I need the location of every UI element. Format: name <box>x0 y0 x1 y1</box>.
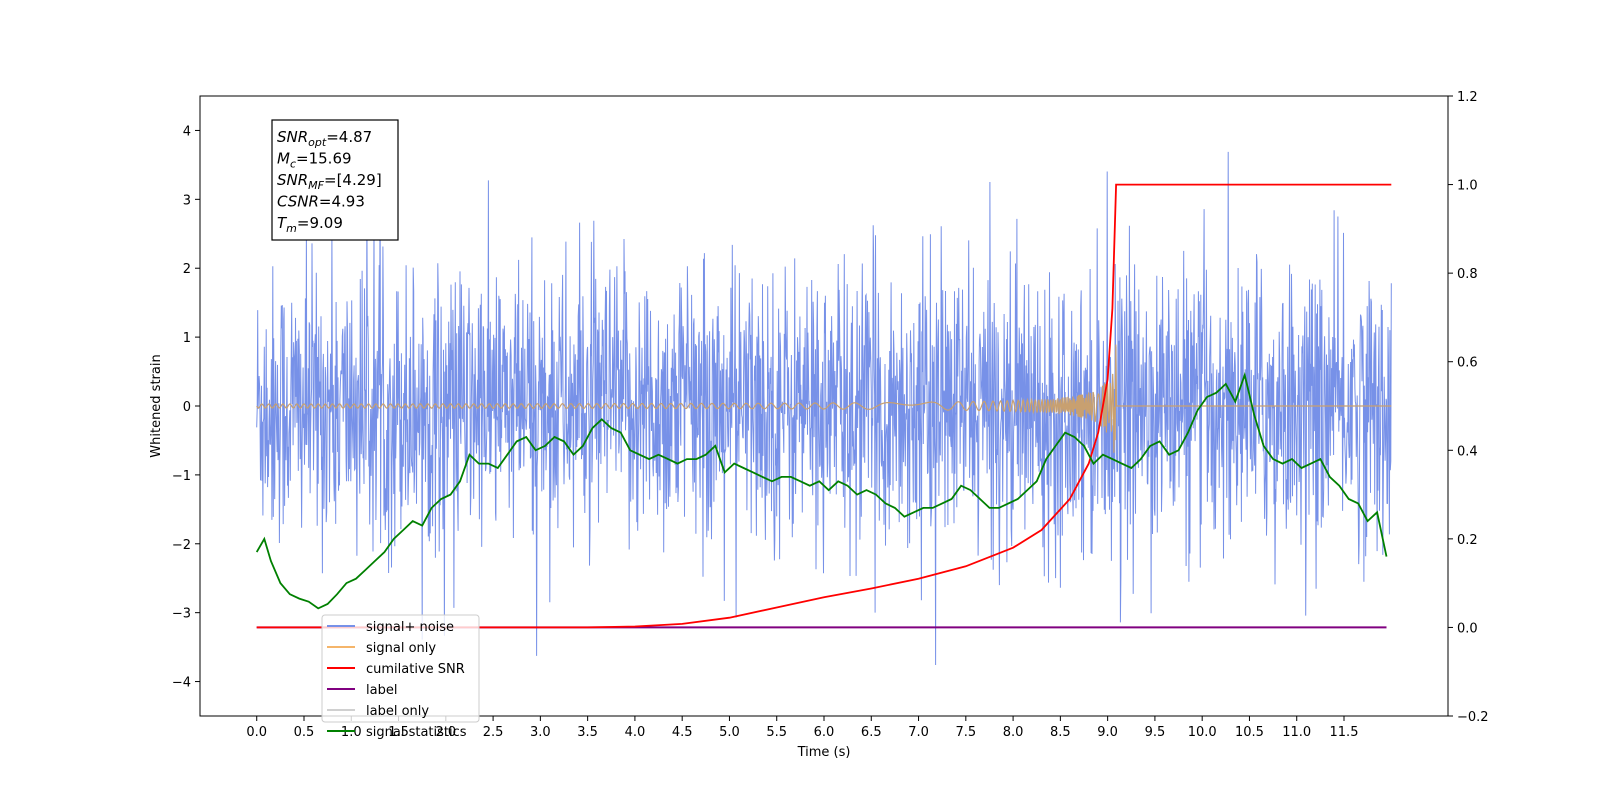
x-tick-label: 2.5 <box>483 725 504 740</box>
x-tick-label: 2.0 <box>435 725 456 740</box>
x-tick-label: 9.0 <box>1097 725 1118 740</box>
y2-tick-label: 0.2 <box>1457 533 1478 548</box>
y2-tick-label: 0.4 <box>1457 444 1478 459</box>
series-signal-only <box>256 344 1392 453</box>
x-tick-label: 3.0 <box>530 725 551 740</box>
x-tick-label: 10.5 <box>1235 725 1264 740</box>
x-tick-label: 8.5 <box>1050 725 1071 740</box>
x-tick-label: 1.0 <box>341 725 362 740</box>
annotation-line: Tm=9.09 <box>277 214 343 235</box>
y-tick-label: 1 <box>183 331 191 346</box>
y2-tick-label: 1.2 <box>1457 90 1478 105</box>
x-tick-label: 4.0 <box>625 725 646 740</box>
y2-tick-label: 1.0 <box>1457 179 1478 194</box>
x-tick-label: 7.0 <box>908 725 929 740</box>
y-axis-label: Whitened strain <box>149 354 164 457</box>
x-tick-label: 11.5 <box>1330 725 1359 740</box>
legend-frame <box>321 614 480 723</box>
y-tick-label: −2 <box>172 538 191 553</box>
x-tick-label: 6.5 <box>861 725 882 740</box>
y-tick-label: 2 <box>183 262 191 277</box>
y-tick-label: −4 <box>172 676 191 691</box>
legend-label: signal+ noise <box>366 620 454 635</box>
series-cumulative-snr <box>256 183 1392 629</box>
y-tick-label: 4 <box>183 124 191 139</box>
legend-label: signal statistics <box>366 725 467 740</box>
y-tick-label: 0 <box>183 400 191 415</box>
y-tick-label: −3 <box>172 607 191 622</box>
y2-tick-label: 0.6 <box>1457 356 1478 371</box>
series-signal-noise <box>256 143 1392 666</box>
annotation-frame <box>271 119 399 241</box>
x-tick-label: 10.0 <box>1188 725 1217 740</box>
annotation-line: Mc=15.69 <box>277 150 352 171</box>
series-signal-statistics <box>255 371 1388 610</box>
x-tick-label: 0.5 <box>294 725 315 740</box>
y2-tick-label: 0.0 <box>1457 621 1478 636</box>
annotation-line: SNRMF=[4.29] <box>277 171 382 192</box>
x-tick-label: 9.5 <box>1145 725 1166 740</box>
annotation-line: CSNR=4.93 <box>277 193 365 211</box>
annotation-line: SNRopt=4.87 <box>277 128 372 149</box>
legend: signal+ noise signal only cumilative SNR la… <box>321 614 480 740</box>
x-tick-label: 5.5 <box>766 725 787 740</box>
legend-label: cumilative SNR <box>366 662 465 677</box>
x-axis-label: Time (s) <box>797 745 851 760</box>
legend-label: label only <box>366 704 429 719</box>
y-tick-label: −1 <box>172 469 191 484</box>
y-axis-left: 4 3 2 1 0 −1 −2 −3 −4 <box>172 124 200 691</box>
x-tick-label: 6.0 <box>814 725 835 740</box>
x-axis: 0.0 0.5 1.0 1.5 2.0 2.5 3.0 3.5 4.0 4.5 5.0 5.5 6.0 6… <box>246 716 1358 740</box>
y2-tick-label: 0.8 <box>1457 267 1478 282</box>
y-tick-label: 3 <box>183 193 191 208</box>
plot-area <box>255 143 1392 666</box>
x-tick-label: 1.5 <box>388 725 409 740</box>
x-tick-label: 5.0 <box>719 725 740 740</box>
legend-label: signal only <box>366 641 436 656</box>
y2-tick-label: −0.2 <box>1457 710 1489 725</box>
x-tick-label: 8.0 <box>1003 725 1024 740</box>
x-tick-label: 3.5 <box>577 725 598 740</box>
x-tick-label: 0.0 <box>246 725 267 740</box>
x-tick-label: 11.0 <box>1282 725 1311 740</box>
legend-label: label <box>366 683 397 698</box>
stats-annotation-box: SNRopt=4.87Mc=15.69SNRMF=[4.29]CSNR=4.93… <box>271 119 399 241</box>
x-tick-label: 7.5 <box>955 725 976 740</box>
x-tick-label: 4.5 <box>672 725 693 740</box>
y-axis-right: 1.2 1.0 0.8 0.6 0.4 0.2 0.0 −0.2 <box>1448 90 1489 725</box>
